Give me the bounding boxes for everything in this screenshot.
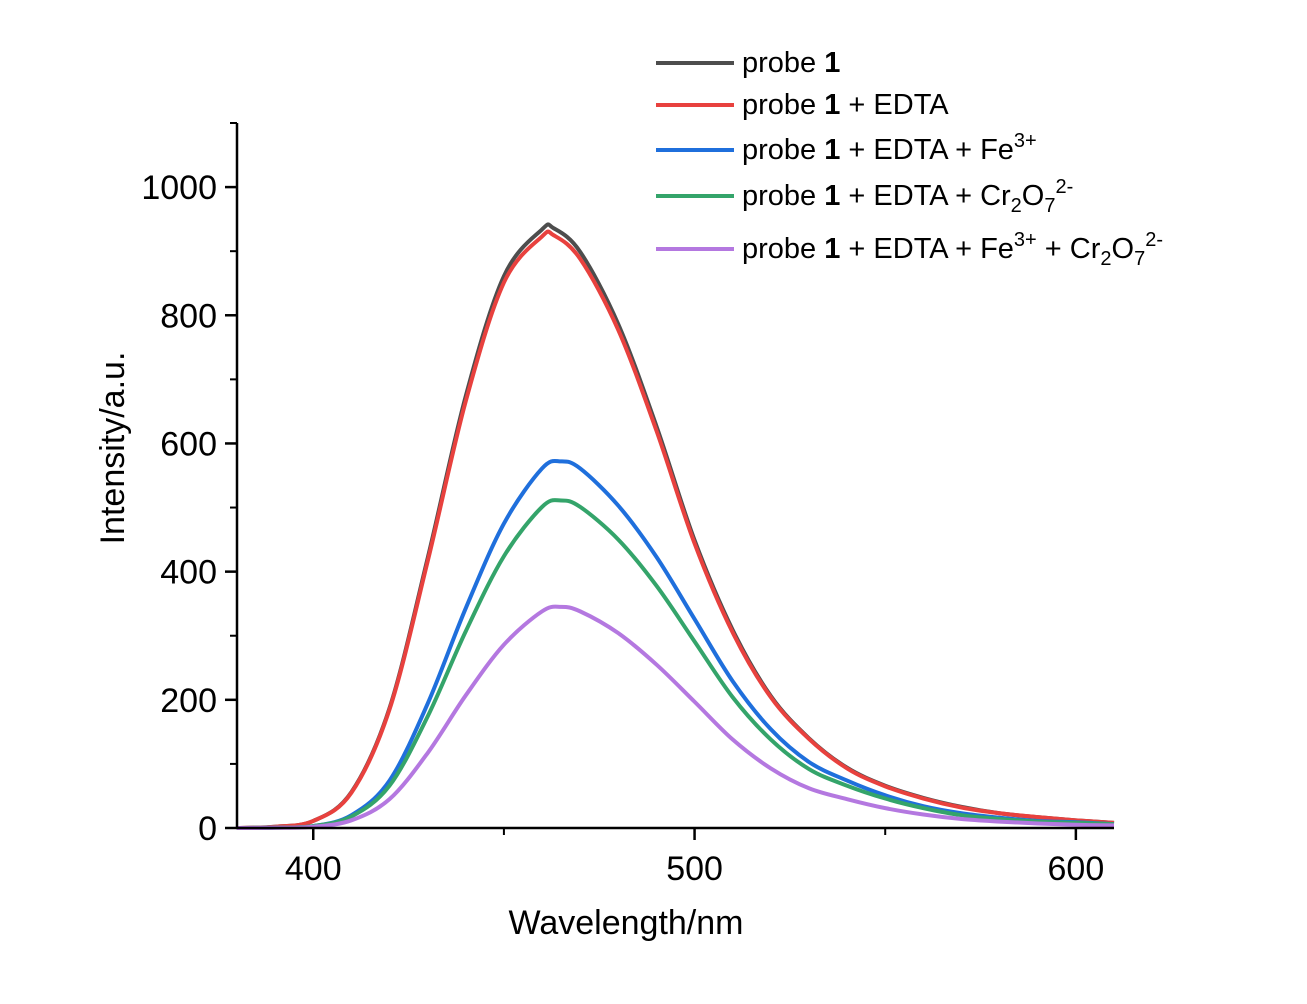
x-tick-label: 600 (1048, 850, 1105, 888)
legend-label: probe 1 + EDTA + Fe3+ + Cr2O72- (742, 230, 1163, 269)
legend-label-segment: 1 (824, 134, 841, 166)
y-tick-label: 0 (198, 810, 217, 848)
legend-label-segment: + EDTA (840, 89, 949, 121)
legend-label-segment: probe (742, 233, 825, 265)
series-line-4 (236, 604, 1115, 830)
series-line-1 (236, 229, 1115, 830)
legend-label-segment: 7 (1044, 195, 1056, 217)
x-tick-label: 400 (285, 850, 342, 888)
legend-label-segment: 2- (1055, 176, 1074, 198)
legend-swatch (656, 194, 734, 198)
legend-label: probe 1 + EDTA + Fe3+ (742, 131, 1037, 166)
axes: 400 500 600 0 200 400 600 800 1000 (141, 122, 1114, 888)
legend-label-segment: 1 (824, 89, 841, 121)
legend-label-segment: + EDTA + Cr (840, 180, 1011, 212)
legend-label-segment: 1 (824, 47, 841, 79)
legend-label-segment: + Cr (1036, 233, 1101, 265)
legend-swatch (656, 148, 734, 152)
series-line-2 (236, 458, 1115, 830)
legend-label-segment: 2 (1100, 248, 1112, 270)
legend-label-segment: 7 (1134, 248, 1146, 270)
series-line-3 (236, 498, 1115, 830)
y-tick-label: 1000 (141, 169, 217, 207)
legend-label-segment: O (1111, 233, 1135, 265)
legend-label-segment: probe (742, 180, 825, 212)
x-tick-label: 500 (666, 850, 723, 888)
series-line-0 (236, 222, 1115, 830)
legend-label-segment: 1 (824, 180, 841, 212)
legend-label-segment: 2 (1010, 195, 1022, 217)
x-axis-title: Wavelength/nm (509, 904, 744, 942)
y-tick-label: 600 (160, 425, 217, 463)
legend-label-segment: 2- (1145, 229, 1163, 251)
legend-label: probe 1 (742, 48, 840, 78)
legend-swatch (656, 247, 734, 251)
y-tick-label: 200 (160, 682, 217, 720)
legend-label-segment: O (1021, 180, 1045, 212)
y-tick-label: 400 (160, 554, 217, 592)
legend-label-segment: 3+ (1013, 229, 1037, 251)
legend-label: probe 1 + EDTA (742, 90, 949, 120)
legend-swatch (656, 61, 734, 65)
plot-curves (236, 222, 1115, 830)
y-axis-title: Intensity/a.u. (94, 352, 132, 545)
legend-label-segment: 3+ (1013, 130, 1037, 152)
y-tick-label: 800 (160, 297, 217, 335)
legend-label-segment: + EDTA + Fe (840, 134, 1014, 166)
legend-swatch (656, 103, 734, 107)
legend-label: probe 1 + EDTA + Cr2O72- (742, 177, 1073, 216)
legend-label-segment: probe (742, 134, 825, 166)
legend-label-segment: 1 (824, 233, 841, 265)
legend-label-segment: probe (742, 89, 825, 121)
legend-label-segment: + EDTA + Fe (840, 233, 1014, 265)
legend-label-segment: probe (742, 47, 825, 79)
